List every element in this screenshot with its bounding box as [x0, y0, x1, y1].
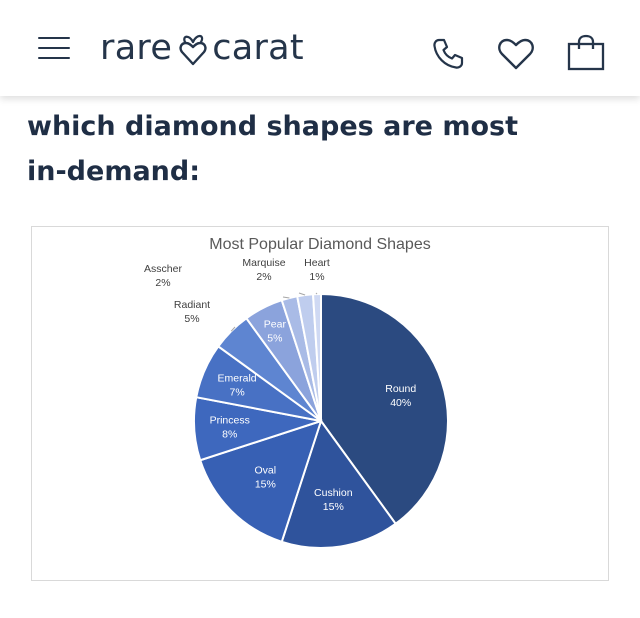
- slice-label-cushion: Cushion: [314, 487, 353, 499]
- leader-line-marquise: [298, 292, 306, 296]
- slice-percent-pear: 5%: [267, 332, 282, 344]
- leader-line-radiant: [230, 326, 236, 332]
- slice-percent-asscher: 2%: [155, 277, 170, 289]
- slice-label-asscher: Asscher: [144, 263, 182, 275]
- carrot-heart-logo-icon: [179, 34, 207, 66]
- pie-slice-round: [320, 292, 449, 526]
- brand-left: rare: [100, 28, 173, 68]
- rare-carat-logo[interactable]: rare carat: [100, 26, 304, 70]
- slice-percent-princess: 8%: [222, 429, 237, 441]
- pie-chart-svg: Round 40% Cushion 15% Oval 15% Princess 8% Emera…: [144, 257, 449, 549]
- shopping-bag-icon[interactable]: [566, 34, 606, 72]
- slice-label-radiant: Radiant: [174, 299, 210, 311]
- leader-line-heart: [315, 292, 318, 295]
- slice-label-pear: Pear: [264, 318, 287, 330]
- slice-percent-heart: 1%: [309, 271, 324, 283]
- menu-icon[interactable]: [38, 34, 72, 60]
- slice-label-emerald: Emerald: [218, 373, 257, 385]
- heart-icon[interactable]: [496, 36, 536, 72]
- slice-label-oval: Oval: [255, 465, 277, 477]
- slice-percent-oval: 15%: [255, 479, 276, 491]
- slice-percent-marquise: 2%: [256, 271, 271, 283]
- brand-right: carat: [212, 28, 304, 68]
- slice-label-heart: Heart: [304, 257, 330, 269]
- slice-label-round: Round: [385, 383, 416, 395]
- chart-title: Most Popular Diamond Shapes: [209, 236, 431, 253]
- pie-chart: Most Popular Diamond Shapes Round 40% Cush…: [31, 226, 609, 581]
- slice-label-marquise: Marquise: [242, 257, 285, 269]
- leader-line-asscher: [282, 296, 290, 299]
- site-header: rare carat: [0, 0, 640, 96]
- slice-percent-cushion: 15%: [323, 501, 344, 513]
- slice-percent-radiant: 5%: [184, 313, 199, 325]
- slice-percent-emerald: 7%: [229, 387, 244, 399]
- page-headline: which diamond shapes are most in-demand:: [27, 111, 519, 187]
- slice-percent-round: 40%: [390, 397, 411, 409]
- pie-slice-heart: [311, 292, 322, 422]
- slice-label-princess: Princess: [210, 415, 250, 427]
- phone-icon[interactable]: [430, 36, 466, 72]
- pie-slice-cushion: [280, 418, 398, 549]
